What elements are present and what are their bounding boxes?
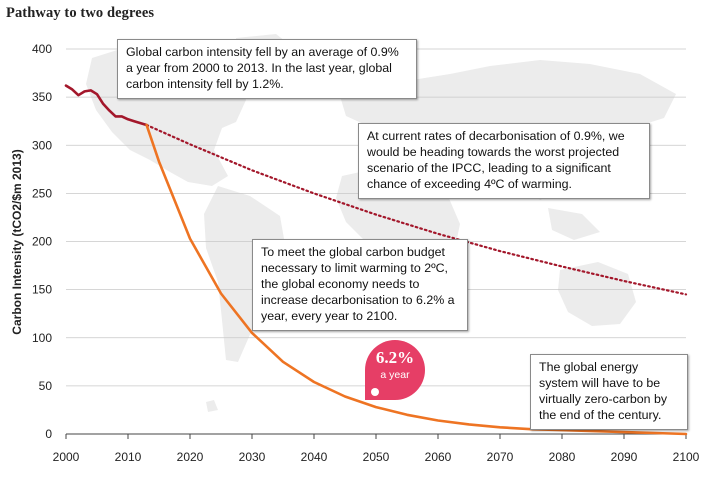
series-line-3	[145, 123, 688, 436]
y-tick-label: 100	[32, 331, 52, 345]
rate-badge: 6.2% a year	[365, 340, 425, 400]
x-tick-label: 2080	[549, 450, 576, 464]
series-lines	[64, 84, 688, 436]
x-tick-label: 2100	[673, 450, 700, 464]
x-tick-label: 2020	[177, 450, 204, 464]
y-tick-label: 0	[45, 427, 52, 441]
x-tick-label: 2000	[53, 450, 80, 464]
series-line-1	[64, 84, 148, 127]
axes: Carbon Intensity (tCO2/$m 2013) 0 50 100 15…	[10, 42, 700, 464]
x-tick-label: 2030	[239, 450, 266, 464]
annotation-historical: Global carbon intensity fell by an avera…	[117, 39, 417, 99]
y-tick-label: 300	[32, 138, 52, 152]
x-tick-label: 2010	[115, 450, 142, 464]
x-tick-label: 2050	[363, 450, 390, 464]
x-tick-label: 2060	[425, 450, 452, 464]
chart-title: Pathway to two degrees	[6, 5, 155, 21]
x-tick-label: 2090	[611, 450, 638, 464]
rate-badge-value: 6.2%	[375, 348, 415, 367]
annotation-current-rates: At current rates of decarbonisation of 0…	[358, 123, 650, 199]
x-tick-label: 2070	[487, 450, 514, 464]
y-tick-label: 350	[32, 90, 52, 104]
rate-badge-label: a year	[380, 369, 410, 381]
y-tick-label: 400	[32, 42, 52, 56]
y-tick-label: 250	[32, 186, 52, 200]
x-tick-label: 2040	[301, 450, 328, 464]
y-tick-label: 200	[32, 235, 52, 249]
annotation-zero-carbon: The global energy system will have to be…	[530, 354, 688, 430]
rate-badge-dot	[371, 388, 379, 396]
series-line-2	[145, 123, 688, 296]
annotation-carbon-budget: To meet the global carbon budget necessa…	[252, 239, 468, 331]
y-tick-label: 50	[39, 379, 53, 393]
y-axis-label: Carbon Intensity (tCO2/$m 2013)	[10, 149, 24, 334]
y-tick-label: 150	[32, 283, 52, 297]
